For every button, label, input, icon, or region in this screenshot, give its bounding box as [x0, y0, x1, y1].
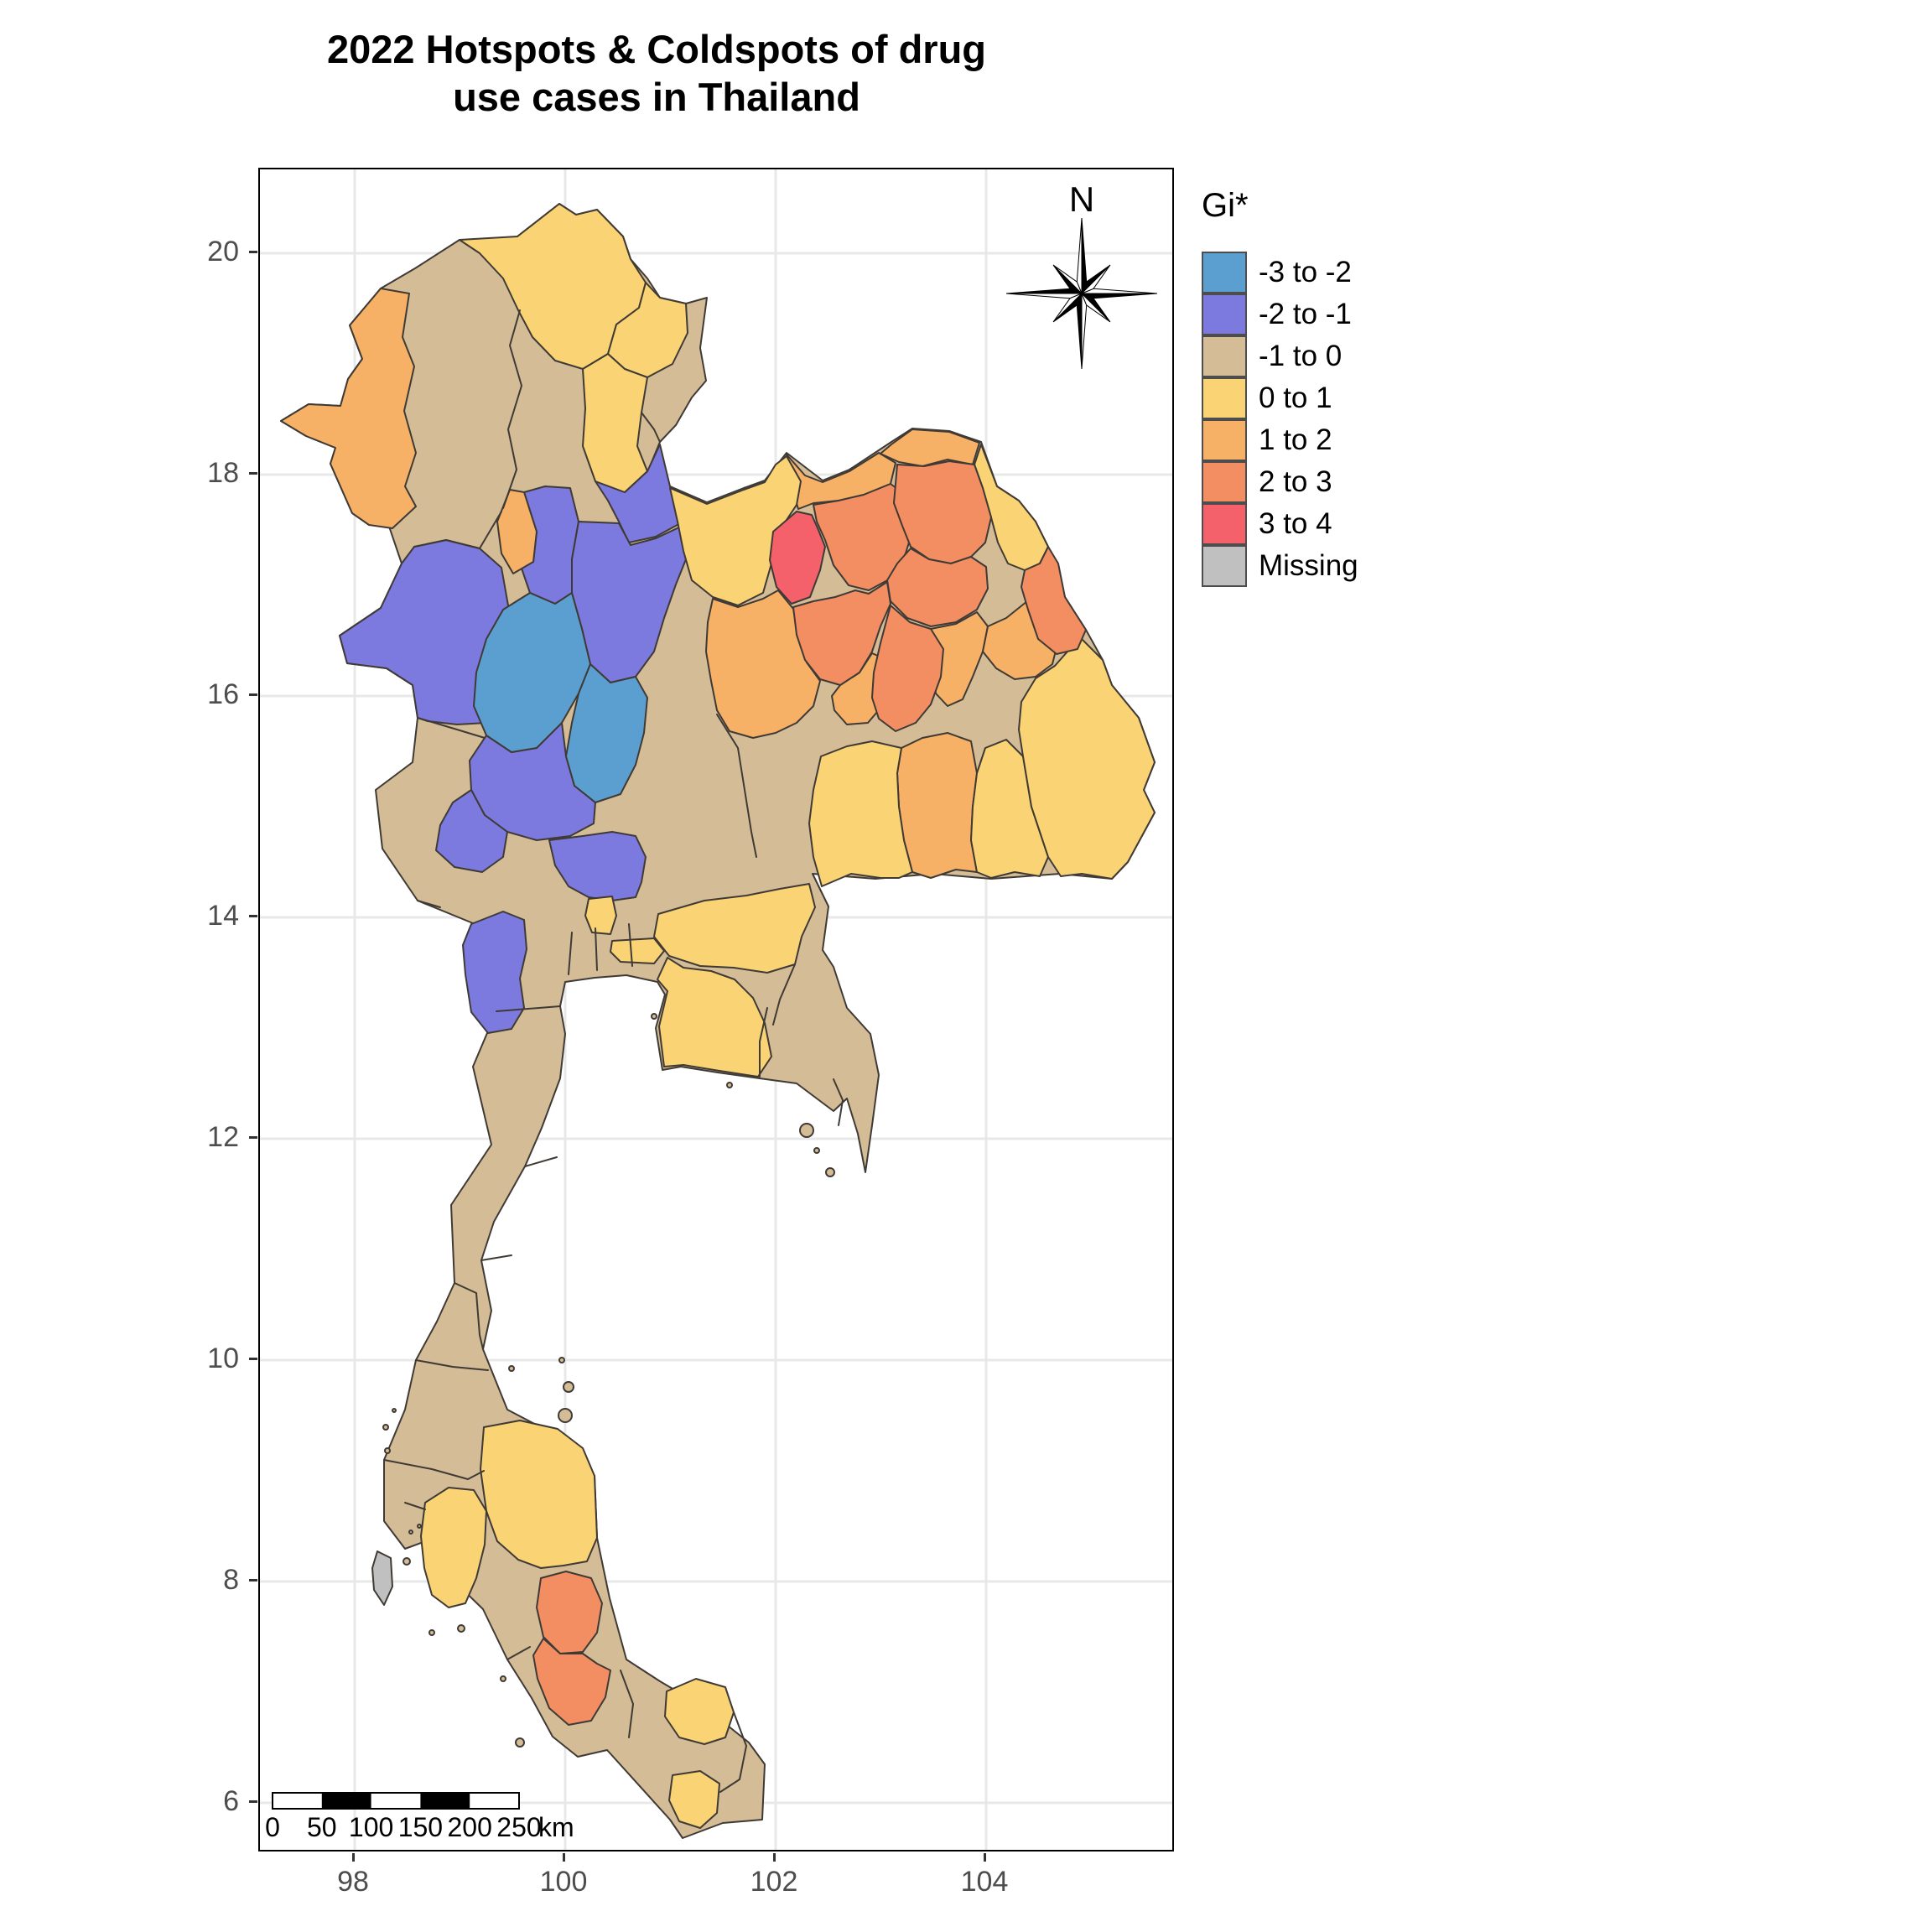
y-axis-label-8: 8	[223, 1564, 239, 1596]
legend-swatch-pos0	[1202, 377, 1247, 419]
province-nong-bua-lamphu	[769, 511, 826, 605]
x-axis-label-100: 100	[539, 1866, 588, 1898]
legend-swatch-missing	[1202, 545, 1247, 587]
scale-bar: 0 50 100 150 200 250 km	[265, 1792, 574, 1842]
legend-item-pos1: 1 to 2	[1202, 419, 1358, 461]
thailand-choropleth-map: N 0 50 100 150 200 250	[260, 169, 1172, 1850]
province-phuket	[371, 1550, 393, 1606]
legend-swatch-pos1	[1202, 419, 1247, 461]
province-khon-kaen	[792, 581, 891, 686]
scale-label-200: 200	[448, 1812, 492, 1842]
province-nakhon-si-thammarat	[480, 1420, 598, 1569]
province-lamphun	[496, 489, 538, 574]
province-mukdahan	[1021, 546, 1087, 655]
y-axis-label-14: 14	[207, 900, 239, 932]
province-roi-et	[871, 605, 944, 732]
x-axis-label-104: 104	[960, 1866, 1009, 1898]
province-prachin-buri-sa-kaeo	[653, 883, 816, 974]
x-tick	[773, 1853, 776, 1862]
province-chai-nat-sing-buri	[548, 831, 647, 901]
province-phatthalung	[536, 1571, 603, 1654]
legend-label: 1 to 2	[1259, 423, 1332, 456]
legend-item-pos0: 0 to 1	[1202, 377, 1358, 419]
legend: Gi* -3 to -2 -2 to -1 -1 to 0 0 to 1 1 t…	[1202, 186, 1358, 587]
compass-north-label: N	[1069, 179, 1094, 219]
province-buriram	[808, 740, 913, 887]
scale-label-0: 0	[265, 1812, 280, 1842]
province-sakon-nakhon	[893, 460, 992, 564]
legend-label: 0 to 1	[1259, 382, 1332, 414]
province-chonburi-rayong	[657, 957, 772, 1078]
province-suphan-buri	[462, 911, 527, 1034]
province-ubon-ratchathani	[1018, 636, 1156, 880]
x-axis-label-102: 102	[750, 1866, 798, 1898]
y-tick	[249, 1358, 257, 1360]
legend-swatch-pos2	[1202, 461, 1247, 503]
chart-title-line2: use cases in Thailand	[453, 75, 860, 119]
chart-title-line1: 2022 Hotspots & Coldspots of drug	[327, 27, 986, 71]
legend-label: Missing	[1259, 549, 1358, 582]
y-tick	[249, 1579, 257, 1581]
province-krabi	[420, 1487, 487, 1608]
province-phrae	[582, 353, 648, 493]
legend-label: -1 to 0	[1259, 340, 1343, 372]
x-tick	[563, 1853, 565, 1862]
y-tick	[249, 693, 257, 696]
province-amnat-charoen	[982, 600, 1059, 680]
scale-label-150: 150	[398, 1812, 443, 1842]
scale-unit-label: km	[538, 1812, 574, 1842]
province-yala-south	[668, 1770, 720, 1829]
y-axis-label-10: 10	[207, 1343, 239, 1374]
province-kamphaeng-phet	[473, 592, 591, 753]
legend-label: -3 to -2	[1259, 256, 1352, 288]
province-bueng-kan	[880, 428, 980, 467]
province-pattani-yala-north	[664, 1678, 735, 1745]
legend-label: -2 to -1	[1259, 298, 1352, 330]
province-songkhla	[532, 1638, 611, 1726]
x-tick	[352, 1853, 355, 1862]
scale-label-100: 100	[349, 1812, 393, 1842]
province-chaiyaphum	[705, 589, 821, 739]
legend-title: Gi*	[1202, 187, 1249, 224]
y-axis-label-16: 16	[207, 678, 239, 710]
province-mae-hong-son	[280, 288, 417, 529]
province-pathum-thani	[584, 896, 617, 935]
scale-label-250: 250	[496, 1812, 541, 1842]
legend-swatch-neg2	[1202, 293, 1247, 335]
x-tick	[984, 1853, 986, 1862]
y-axis-label-18: 18	[207, 457, 239, 489]
legend-swatch-neg3	[1202, 252, 1247, 293]
province-uthai-thani	[435, 789, 508, 873]
province-surin	[896, 732, 978, 879]
compass-rose: N	[1005, 179, 1158, 370]
legend-item-pos2: 2 to 3	[1202, 461, 1358, 503]
y-axis-label-6: 6	[223, 1785, 239, 1817]
y-tick	[249, 1136, 257, 1139]
legend-label: 3 to 4	[1259, 507, 1332, 540]
legend-item-neg1: -1 to 0	[1202, 335, 1358, 377]
province-samut-prakan	[610, 937, 665, 964]
legend-swatch-pos3	[1202, 503, 1247, 545]
legend-item-pos3: 3 to 4	[1202, 503, 1358, 545]
islands	[382, 1013, 835, 1748]
y-axis-label-20: 20	[207, 236, 239, 267]
y-tick	[249, 251, 257, 253]
legend-item-missing: Missing	[1202, 545, 1358, 587]
y-axis-label-12: 12	[207, 1121, 239, 1153]
y-tick	[249, 472, 257, 475]
x-axis-label-98: 98	[337, 1866, 369, 1898]
province-borders	[383, 309, 844, 1793]
y-tick	[249, 915, 257, 917]
scale-label-50: 50	[307, 1812, 337, 1842]
legend-item-neg3: -3 to -2	[1202, 252, 1358, 293]
legend-item-neg2: -2 to -1	[1202, 293, 1358, 335]
legend-label: 2 to 3	[1259, 465, 1332, 498]
chart-title: 2022 Hotspots & Coldspots of drug use ca…	[0, 25, 1313, 121]
legend-swatch-neg1	[1202, 335, 1247, 377]
y-tick	[249, 1800, 257, 1803]
map-panel: N 0 50 100 150 200 250	[258, 168, 1174, 1852]
province-phichit	[565, 663, 648, 803]
